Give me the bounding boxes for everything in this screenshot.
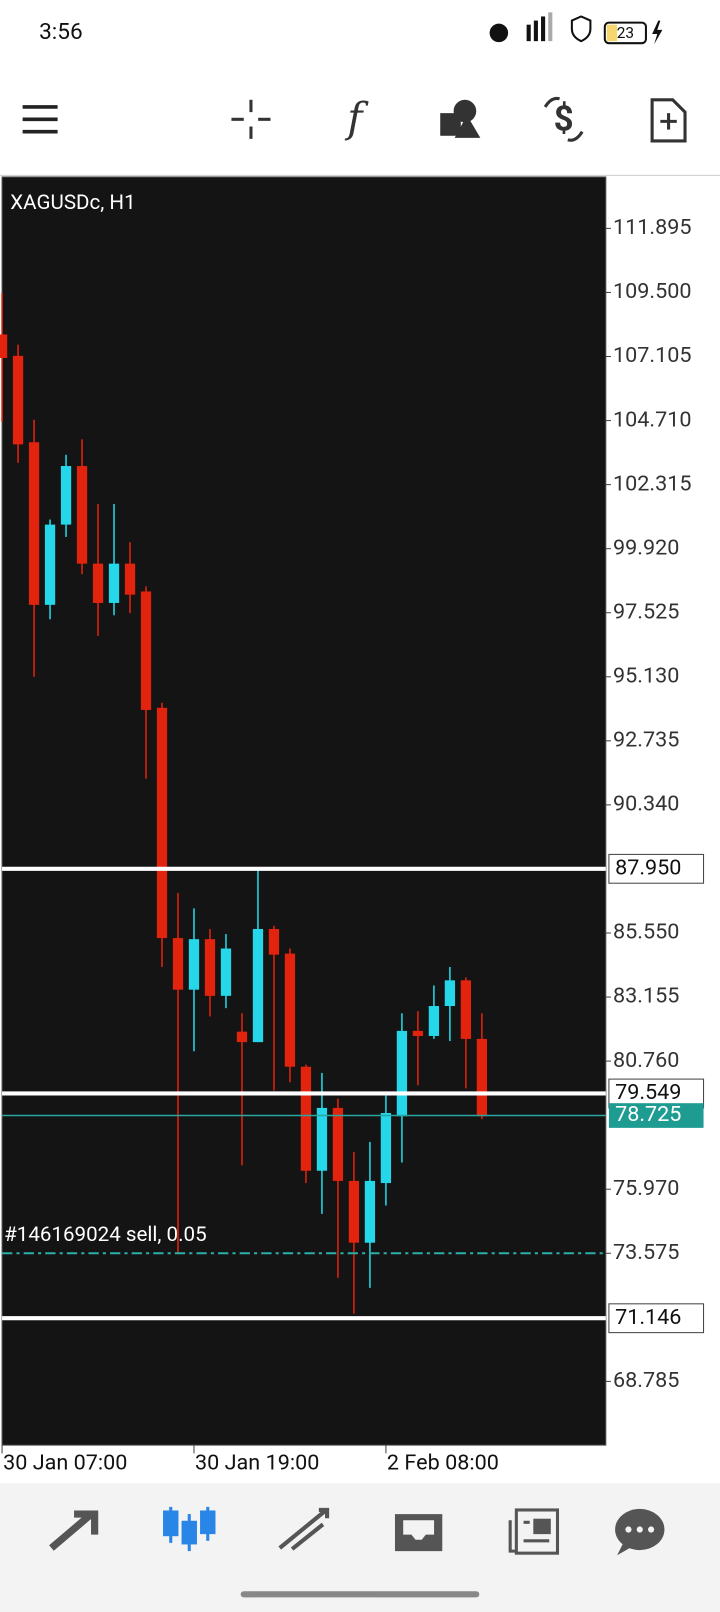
status-icons	[489, 12, 663, 45]
news-tab[interactable]	[508, 1508, 560, 1555]
candle-body	[380, 1112, 392, 1184]
trade-button[interactable]: $	[543, 96, 584, 142]
trade-tab[interactable]	[278, 1507, 330, 1551]
candle-body	[220, 948, 232, 996]
candle-body	[284, 953, 296, 1067]
candle-body	[172, 938, 184, 990]
y-tick-label: 102.315	[613, 471, 692, 496]
level-label: 87.950	[615, 856, 681, 881]
x-tick-label: 30 Jan 07:00	[3, 1450, 127, 1475]
candle-body	[124, 563, 136, 595]
candle-body	[0, 334, 8, 358]
candle-body	[108, 563, 120, 603]
candle-body	[364, 1180, 376, 1243]
y-tick-label: 75.970	[613, 1176, 679, 1201]
candle-body	[252, 928, 264, 1043]
chart-tab[interactable]	[163, 1506, 216, 1552]
status-time: 3:56	[39, 18, 83, 45]
y-tick-label: 92.735	[613, 728, 679, 753]
objects-button[interactable]	[440, 99, 481, 138]
y-tick-label: 99.920	[613, 535, 679, 560]
y-tick-label: 73.575	[613, 1240, 679, 1265]
x-tick-label: 30 Jan 19:00	[195, 1450, 319, 1475]
level-label-box	[608, 853, 705, 884]
x-tick-label: 2 Feb 08:00	[387, 1450, 499, 1475]
bottom-nav	[0, 1483, 720, 1612]
candle-body	[92, 563, 104, 603]
new-order-button[interactable]	[650, 98, 687, 143]
candle-body	[28, 442, 40, 605]
candle-body	[444, 980, 456, 1007]
candle-body	[236, 1031, 248, 1043]
y-tick-label: 85.550	[613, 920, 679, 945]
candle-body	[12, 355, 24, 445]
history-tab[interactable]	[394, 1514, 443, 1552]
battery-level: 23	[617, 24, 634, 42]
y-tick-label: 107.105	[613, 343, 692, 368]
candle-body	[140, 591, 152, 710]
order-label: #146169024 sell, 0.05	[4, 1223, 207, 1247]
menu-button[interactable]	[22, 105, 58, 134]
candle-body	[60, 466, 72, 525]
current-price-label: 78.725	[615, 1102, 681, 1127]
candle-body	[76, 466, 88, 564]
y-tick-label: 111.895	[613, 215, 692, 240]
level-label: 71.146	[615, 1305, 681, 1330]
y-tick-label: 95.130	[613, 663, 679, 688]
chat-tab[interactable]	[615, 1508, 665, 1556]
candle-body	[156, 707, 168, 939]
candle-body	[332, 1107, 344, 1181]
candle-body	[44, 524, 56, 605]
y-tick-label: 68.785	[613, 1368, 679, 1393]
candle-body	[188, 939, 200, 990]
plot-area	[1, 176, 607, 1446]
candle-body	[396, 1030, 408, 1117]
candle-body	[268, 928, 280, 955]
candle-body	[476, 1038, 488, 1117]
home-indicator	[240, 1591, 480, 1598]
candle-body	[428, 1006, 440, 1036]
quotes-tab[interactable]	[49, 1510, 99, 1551]
candle-body	[316, 1107, 328, 1171]
chart-title: XAGUSDc, H1	[10, 191, 135, 215]
y-tick-label: 90.340	[613, 792, 679, 817]
level-label: 79.549	[615, 1080, 681, 1105]
y-tick-label: 83.155	[613, 984, 679, 1009]
level-label-box	[608, 1303, 705, 1334]
candle-body	[460, 980, 472, 1039]
y-tick-label: 97.525	[613, 599, 679, 624]
y-tick-label: 109.500	[613, 279, 692, 304]
svg-text:$: $	[554, 99, 574, 140]
candle-body	[348, 1180, 360, 1243]
candle-body	[412, 1030, 424, 1036]
current-price-box	[608, 1103, 704, 1128]
y-tick-label: 104.710	[613, 407, 692, 432]
level-label-box	[608, 1078, 705, 1109]
candle-body	[204, 939, 216, 996]
chart-layer	[0, 293, 488, 1314]
candle-body	[300, 1066, 312, 1171]
crosshair-button[interactable]	[231, 99, 271, 139]
y-tick-label: 80.760	[613, 1048, 679, 1073]
